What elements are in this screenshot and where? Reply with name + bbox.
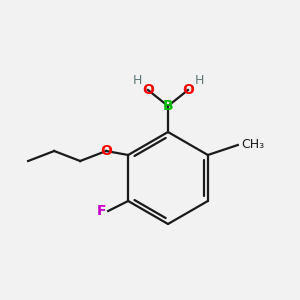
Text: B: B xyxy=(163,99,173,113)
Text: CH₃: CH₃ xyxy=(241,139,264,152)
Text: H: H xyxy=(132,74,142,86)
Text: O: O xyxy=(100,144,112,158)
Text: O: O xyxy=(182,83,194,97)
Text: H: H xyxy=(194,74,204,86)
Text: O: O xyxy=(142,83,154,97)
Text: F: F xyxy=(97,204,106,218)
